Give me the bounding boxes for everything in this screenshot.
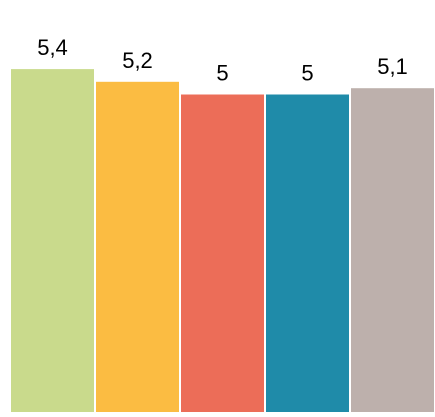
data-label-4: 5 <box>301 61 313 86</box>
bar-5 <box>351 88 434 412</box>
data-label-2: 5,2 <box>122 48 153 73</box>
data-labels-group: 5,4 5,2 5 5 5,1 <box>37 35 408 85</box>
bars-group <box>11 69 434 413</box>
bar-4 <box>266 94 349 412</box>
bar-2 <box>96 81 179 413</box>
bar-1 <box>11 69 94 412</box>
data-label-3: 5 <box>216 61 228 86</box>
data-label-5: 5,1 <box>377 54 408 79</box>
data-label-1: 5,4 <box>37 35 68 60</box>
bar-3 <box>181 94 264 412</box>
